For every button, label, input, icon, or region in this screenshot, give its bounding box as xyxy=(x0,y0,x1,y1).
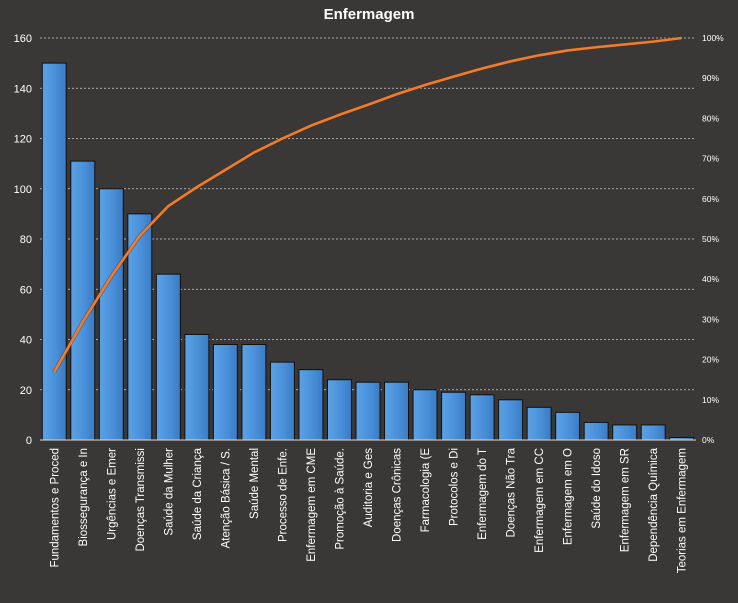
bar xyxy=(612,424,638,441)
y-left-tick-label: 100 xyxy=(14,184,32,196)
bar xyxy=(469,394,495,441)
y-left-tick-label: 40 xyxy=(20,335,32,347)
y-right-tick-label: 50% xyxy=(702,234,719,244)
y-right-tick-label: 90% xyxy=(702,73,719,83)
y-right-tick-label: 0% xyxy=(702,435,715,445)
bar xyxy=(412,389,438,441)
y-left-tick-label: 0 xyxy=(26,435,32,447)
cumulative-line xyxy=(53,36,682,373)
y-right-tick-label: 100% xyxy=(702,33,724,43)
x-tick-label: Fundamentos e Proced xyxy=(49,448,61,568)
bar xyxy=(326,379,352,441)
bar xyxy=(441,391,467,441)
x-tick-label: Urgências e Emer xyxy=(106,448,118,540)
x-tick-label: Doenças Não Tra xyxy=(506,447,518,537)
bar xyxy=(98,188,124,441)
bar xyxy=(640,424,666,441)
x-tick-label: Saúde da Mulher xyxy=(163,448,175,536)
y-left-tick-label: 60 xyxy=(20,284,32,296)
bar xyxy=(212,344,238,441)
x-tick-label: Processo de Enfe. xyxy=(277,448,289,542)
y-left-tick-label: 20 xyxy=(20,385,32,397)
bar xyxy=(384,381,410,441)
x-tick-label: Saúde do Idoso xyxy=(591,448,603,529)
bar xyxy=(355,381,381,441)
x-tick-label: Promoção à Saúde. xyxy=(334,448,346,550)
y-right-tick-label: 20% xyxy=(702,355,719,365)
chart-title: Enfermagem xyxy=(323,6,415,23)
x-tick-label: Saúde da Criança xyxy=(192,447,204,540)
y-right-tick-label: 10% xyxy=(702,395,719,405)
y-right-tick-label: 80% xyxy=(702,113,719,123)
bar xyxy=(298,369,324,441)
x-tick-label: Saúde Mental xyxy=(249,448,261,519)
bar xyxy=(526,406,552,441)
bar xyxy=(241,344,267,441)
x-tick-label: Farmacologia (E xyxy=(420,448,432,533)
x-tick-label: Enfermagem em CME xyxy=(306,448,318,562)
y-right-tick-label: 60% xyxy=(702,194,719,204)
y-right-tick-label: 70% xyxy=(702,154,719,164)
x-tick-label: Teorias em Enfermagem xyxy=(677,448,689,573)
bar xyxy=(41,62,67,441)
x-tick-label: Doenças Transmissi xyxy=(135,448,147,552)
bar xyxy=(498,399,524,441)
bar xyxy=(583,421,609,441)
bar xyxy=(155,273,181,441)
x-tick-label: Auditoria e Ges xyxy=(363,448,375,528)
x-tick-label: Enfermagem em O xyxy=(563,448,575,545)
y-right-tick-label: 40% xyxy=(702,274,719,284)
y-right-tick-label: 30% xyxy=(702,314,719,324)
y-left-tick-label: 80 xyxy=(20,234,32,246)
y-left-tick-label: 120 xyxy=(14,134,32,146)
y-left-tick-label: 160 xyxy=(14,33,32,45)
x-tick-label: Enfermagem em SR xyxy=(620,448,632,552)
bar xyxy=(184,333,210,441)
bar xyxy=(555,411,581,441)
x-tick-label: Enfermagem do T xyxy=(477,448,489,540)
x-tick-label: Doenças Crônicas xyxy=(392,448,404,542)
y-left-tick-label: 140 xyxy=(14,83,32,95)
x-tick-label: Biossegurança e In xyxy=(78,448,90,546)
x-tick-label: Dependência Química xyxy=(648,447,660,561)
x-tick-label: Enfermagem em CC xyxy=(534,448,546,553)
bar xyxy=(269,361,295,441)
x-tick-label: Atenção Básica / S. xyxy=(220,448,232,548)
bar xyxy=(70,160,96,441)
x-tick-label: Protocolos e Di xyxy=(449,448,461,526)
